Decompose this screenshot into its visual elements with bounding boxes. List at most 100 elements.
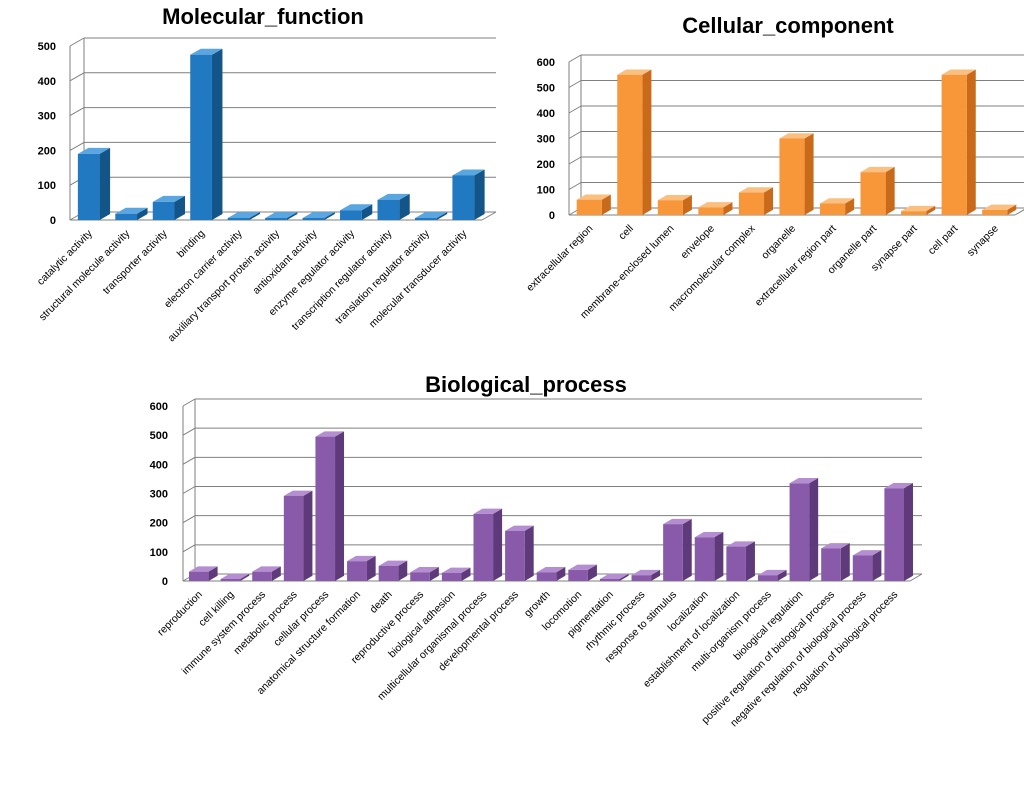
bar-side xyxy=(249,212,260,220)
bar-top xyxy=(901,205,936,212)
bar-top xyxy=(663,518,692,525)
bar-front xyxy=(473,513,494,581)
bar-top xyxy=(631,569,661,576)
bar-front xyxy=(631,575,652,581)
bar-front xyxy=(227,218,250,220)
bar xyxy=(190,48,223,221)
bar-front xyxy=(657,200,683,215)
bar xyxy=(726,541,755,581)
bar xyxy=(901,205,936,215)
bar-side xyxy=(211,48,223,221)
bar-side xyxy=(361,204,373,220)
bar-front xyxy=(821,548,841,581)
bar-front xyxy=(77,153,100,220)
bar-side xyxy=(777,569,787,581)
grid-diagonal xyxy=(182,515,196,524)
bar-front xyxy=(982,209,1008,215)
bar-top xyxy=(860,166,895,173)
bar-side xyxy=(642,69,652,215)
bar-top xyxy=(347,555,376,562)
bar-front xyxy=(410,572,430,581)
bar xyxy=(663,518,692,581)
bar xyxy=(414,212,448,220)
bar-top xyxy=(819,198,855,204)
bar-top xyxy=(227,212,260,218)
bar-front xyxy=(941,74,967,215)
bar-front xyxy=(378,565,399,581)
bar-front xyxy=(568,569,588,581)
bar-side xyxy=(524,525,534,581)
bar-front xyxy=(189,571,209,581)
bar-side xyxy=(903,483,913,581)
bar-front xyxy=(860,172,886,215)
floor-edge xyxy=(909,573,923,582)
y-tick-label: 400 xyxy=(38,76,56,88)
category-label: binding xyxy=(175,228,208,261)
bar xyxy=(568,564,597,581)
category-label: envelope xyxy=(678,223,717,262)
y-tick-label: 100 xyxy=(537,185,555,197)
y-tick-label: 100 xyxy=(150,547,168,559)
bar-side xyxy=(966,69,976,215)
bar xyxy=(694,532,724,581)
category-label: synapse xyxy=(965,223,1001,259)
bar-top xyxy=(410,567,439,573)
bar-front xyxy=(536,572,557,581)
grid-diagonal xyxy=(568,156,582,165)
bar-side xyxy=(493,508,503,581)
bar xyxy=(982,204,1017,215)
bar xyxy=(115,207,148,220)
bar-front xyxy=(441,572,462,581)
bar xyxy=(738,187,774,215)
y-tick-label: 0 xyxy=(162,576,168,588)
bar-top xyxy=(941,69,976,75)
bar-side xyxy=(335,431,345,581)
bar-side xyxy=(399,193,410,220)
bar-top xyxy=(657,194,692,201)
grid-diagonal xyxy=(182,398,196,407)
bar-front xyxy=(414,218,437,220)
bar xyxy=(789,478,819,581)
bar-side xyxy=(240,573,250,581)
bar-side xyxy=(429,567,439,581)
bar-top xyxy=(315,431,345,437)
bar-top xyxy=(568,564,597,570)
bar-top xyxy=(189,566,218,572)
bar-top xyxy=(726,541,755,547)
bar-front xyxy=(901,211,927,215)
bar-top xyxy=(302,212,335,218)
bar xyxy=(410,567,439,581)
bar xyxy=(821,543,850,581)
y-tick-label: 400 xyxy=(150,459,168,471)
bar-front xyxy=(617,74,643,215)
y-tick-label: 500 xyxy=(38,41,56,53)
y-tick-label: 300 xyxy=(150,489,168,501)
grid-diagonal xyxy=(568,80,582,88)
bar-side xyxy=(764,187,774,215)
y-tick-label: 100 xyxy=(38,180,56,192)
bar-side xyxy=(587,564,597,581)
bar-side xyxy=(885,166,895,215)
bar-front xyxy=(789,483,810,581)
floor-edge xyxy=(1014,209,1024,216)
bar xyxy=(283,490,313,581)
bar-top xyxy=(698,202,733,208)
bar-top xyxy=(414,212,448,218)
bar-top xyxy=(884,483,913,489)
category-label: cellular process xyxy=(271,589,331,649)
bar-front xyxy=(347,561,367,581)
bar-side xyxy=(872,550,882,581)
category-label: death xyxy=(368,589,395,616)
y-tick-label: 200 xyxy=(38,145,56,157)
bar-top xyxy=(152,195,185,202)
bar-top xyxy=(265,212,298,218)
bar-front xyxy=(663,524,683,581)
bar-side xyxy=(601,194,611,215)
category-label: cell xyxy=(616,223,636,243)
bar-side xyxy=(651,569,661,581)
bar-front xyxy=(152,201,175,220)
bar-side xyxy=(556,567,566,581)
bar-side xyxy=(137,207,148,220)
y-tick-label: 300 xyxy=(537,134,555,146)
bar xyxy=(265,212,298,220)
